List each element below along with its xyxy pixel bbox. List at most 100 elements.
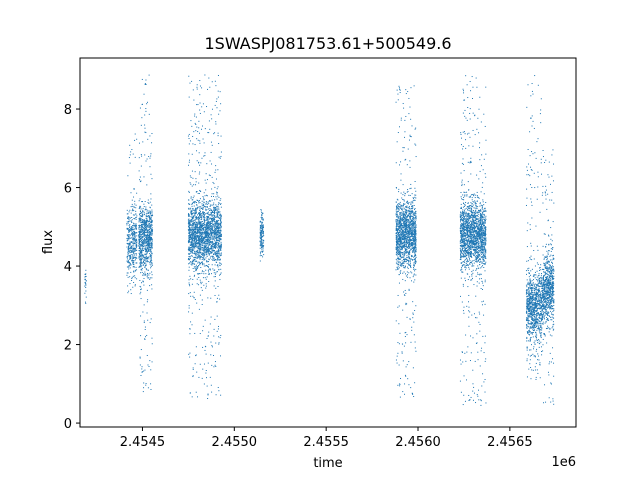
data-point [209,243,211,245]
data-point [194,237,196,239]
data-point [263,240,265,242]
data-point [220,232,222,234]
data-point [202,216,204,218]
data-point [144,338,146,340]
data-point [209,242,211,244]
data-point [151,337,153,339]
data-point [129,237,131,239]
data-point [218,336,220,338]
data-point [194,201,196,203]
data-point [139,250,141,252]
data-point [133,205,135,207]
data-point [216,259,218,261]
data-point [205,246,207,248]
data-point [207,250,209,252]
data-point [260,216,262,218]
data-point [141,229,143,231]
data-point [262,221,264,223]
data-point [399,201,401,203]
data-point [211,211,213,213]
data-point [407,246,409,248]
data-point [191,233,193,235]
data-point [143,234,145,236]
data-point [205,377,207,379]
data-point [193,205,195,207]
data-point [189,251,191,253]
data-point [147,299,149,301]
data-point [189,229,191,231]
data-point [194,243,196,245]
data-point [210,151,212,153]
data-point [219,227,221,229]
data-point [397,265,399,267]
data-point [219,233,221,235]
data-point [220,246,222,248]
data-point [197,266,199,268]
data-point [133,188,135,190]
data-point [410,243,412,245]
data-point [409,216,411,218]
data-point [410,218,412,220]
data-point [140,374,142,376]
data-point [188,143,190,145]
data-point [139,243,141,245]
data-point [147,241,149,243]
data-point [195,232,197,234]
data-point [139,227,141,229]
data-point [127,248,129,250]
data-point [134,259,136,261]
data-point [217,135,219,137]
data-point [408,288,410,290]
data-point [206,254,208,256]
data-point [196,217,198,219]
data-point [201,261,203,263]
data-point [220,155,222,157]
data-point [202,232,204,234]
data-point [411,234,413,236]
data-point [196,267,198,269]
data-point [408,220,410,222]
data-point [397,132,399,134]
data-point [188,219,190,221]
data-point [194,211,196,213]
data-point [148,215,150,217]
data-point [194,221,196,223]
data-point [148,274,150,276]
data-point [400,239,402,241]
data-point [129,256,131,258]
data-point [139,179,141,181]
data-point [204,277,206,279]
data-point [398,364,400,366]
data-point [408,215,410,217]
data-point [126,222,128,224]
data-point [150,221,152,223]
data-point [399,226,401,228]
data-point [408,139,410,141]
data-point [218,143,220,145]
data-point [140,265,142,267]
data-point [209,230,211,232]
data-point [395,359,397,361]
data-point [214,199,216,201]
data-point [129,243,131,245]
data-point [214,234,216,236]
data-point [146,231,148,233]
data-point [196,233,198,235]
data-point [142,215,144,217]
data-point [215,365,217,367]
data-point [398,209,400,211]
data-point [220,241,222,243]
data-point [129,154,131,156]
data-point [188,159,190,161]
data-point [407,245,409,247]
data-point [198,221,200,223]
data-point [144,369,146,371]
data-point [401,264,403,266]
data-point [146,240,148,242]
data-point [409,208,411,210]
data-point [142,214,144,216]
data-point [195,233,197,235]
data-point [203,223,205,225]
data-point [414,258,416,260]
data-point [217,251,219,253]
